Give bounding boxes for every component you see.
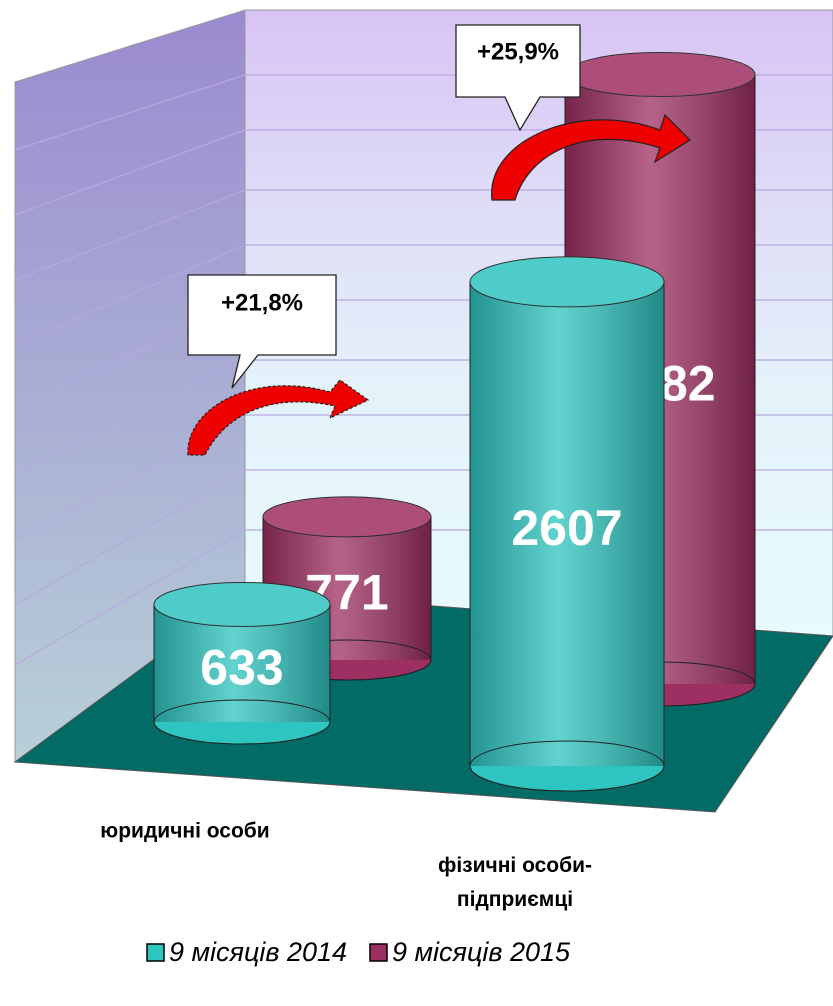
arrow [187, 113, 691, 456]
value-label: 2607 [511, 500, 622, 556]
x-tick-label: фізичні особи-підприємці [438, 854, 592, 911]
annotation: +25,9% [477, 38, 559, 65]
cylinder-top [153, 581, 331, 627]
cylinder: 2607 [469, 256, 665, 792]
callout [187, 24, 581, 389]
cylinder-top [469, 256, 665, 308]
legend-label: 9 місяців 2014 [169, 937, 347, 967]
cylinder-top-shade [565, 52, 755, 97]
value-label: 633 [200, 639, 283, 695]
cylinder-top-shade [470, 256, 664, 307]
cylinder: 633 [153, 581, 331, 745]
legend-swatch [369, 943, 388, 962]
legend-label: 9 місяців 2015 [392, 937, 571, 967]
cylinder-top-shade [263, 496, 431, 537]
cylinder-shade [470, 281, 664, 766]
cylinder-top [262, 496, 432, 538]
legend-swatch [146, 943, 165, 962]
annotation: +21,8% [221, 289, 303, 316]
cylinder-top-shade [154, 582, 330, 627]
x-tick-label: юридичні особи [100, 820, 269, 843]
